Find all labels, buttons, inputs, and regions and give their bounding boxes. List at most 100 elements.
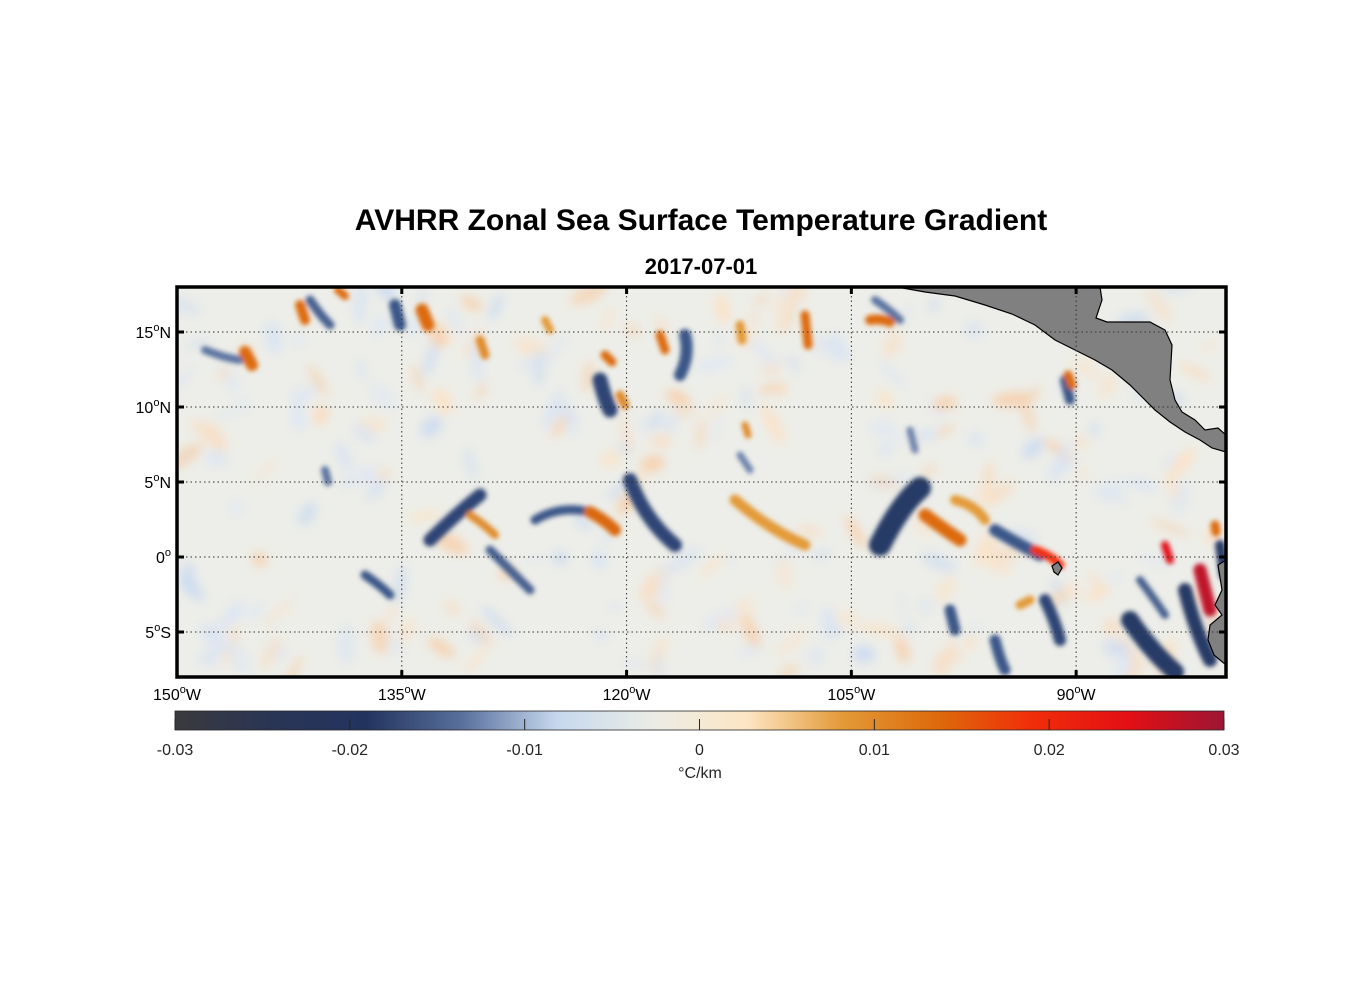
gradient-speckle — [573, 513, 592, 532]
negative-front — [736, 451, 754, 474]
positive-front — [600, 350, 617, 367]
gradient-speckle — [974, 531, 996, 565]
gradient-speckle — [741, 385, 752, 410]
gradient-speckle — [1150, 519, 1191, 537]
gradient-speckle — [208, 420, 228, 454]
gradient-speckle — [761, 404, 785, 445]
gradient-speckle — [900, 623, 917, 633]
gradient-speckle — [416, 289, 429, 302]
gradient-speckle — [932, 396, 958, 410]
gradient-speckle — [386, 603, 396, 623]
gradient-speckle — [551, 416, 567, 438]
gradient-speckle — [936, 424, 955, 438]
positive-front — [918, 508, 967, 547]
gradient-speckle — [664, 546, 702, 575]
gradient-speckle — [291, 384, 301, 419]
gradient-speckle — [1104, 619, 1121, 636]
gradient-speckle — [295, 380, 320, 409]
lon-tick-label: 150oW — [153, 684, 202, 704]
positive-front — [1063, 370, 1077, 390]
gradient-speckle — [865, 478, 884, 490]
gradient-speckle — [876, 391, 894, 408]
gradient-texture — [177, 287, 1226, 677]
colorbar-units: °C/km — [678, 765, 722, 782]
gradient-speckle — [620, 412, 632, 455]
gradient-speckle — [657, 565, 668, 606]
gradient-speckle — [462, 447, 478, 480]
colorbar-tick-label: 0 — [695, 742, 704, 759]
latitude-ticks: 15oN 10oN 5oN 0o 5oS — [136, 322, 1226, 642]
gradient-speckle — [694, 418, 706, 450]
gradient-speckle — [705, 395, 729, 418]
gradient-speckle — [777, 666, 801, 676]
gradient-speckle — [1198, 339, 1220, 351]
gradient-speckle — [594, 630, 608, 641]
gradient-speckle — [353, 287, 367, 325]
gradient-speckle — [620, 659, 651, 669]
gradient-speckle — [920, 464, 938, 477]
gradient-speckle — [1108, 571, 1122, 585]
negative-front — [944, 604, 961, 636]
negative-front — [321, 466, 332, 486]
gradient-speckle — [248, 601, 264, 620]
gradient-speckle — [407, 511, 441, 521]
gradient-speckle — [399, 618, 414, 644]
gradient-features — [201, 287, 1226, 677]
positive-front — [1193, 563, 1217, 617]
gradient-speckle — [662, 413, 677, 434]
gradient-speckle — [845, 515, 867, 549]
negative-front — [592, 372, 618, 418]
negative-front — [869, 477, 931, 556]
gradient-speckle — [748, 312, 762, 327]
negative-front — [1178, 583, 1217, 667]
gradient-speckle — [982, 556, 1013, 574]
gradient-speckle — [1125, 477, 1158, 491]
positive-front — [950, 495, 990, 525]
negative-front — [906, 426, 919, 454]
negative-front — [389, 299, 406, 331]
land-south-america — [1207, 559, 1226, 666]
longitude-ticks: 150oW 135oW 120oW 105oW 90oW — [153, 287, 1097, 704]
gradient-speckle — [795, 602, 808, 615]
positive-front — [1015, 595, 1035, 610]
colorbar-tick-label: -0.01 — [506, 742, 543, 759]
gradient-speckle — [763, 357, 784, 370]
gradient-speckle — [407, 311, 422, 338]
gradient-speckle — [463, 645, 488, 677]
gradient-speckle — [293, 333, 305, 349]
gradient-speckle — [808, 645, 824, 666]
gradient-speckle — [985, 481, 1015, 505]
gradient-speckle — [308, 364, 328, 396]
gradient-speckle — [199, 649, 220, 666]
gradient-speckle — [379, 468, 390, 481]
gradient-speckle — [225, 637, 251, 676]
map-subtitle: 2017-07-01 — [644, 254, 758, 279]
positive-front — [729, 494, 811, 551]
gradient-speckle — [991, 391, 1035, 407]
gradient-speckle — [883, 330, 902, 358]
gradient-speckle — [1099, 373, 1117, 399]
gradient-speckle — [591, 551, 607, 569]
gradient-speckle — [549, 333, 571, 355]
gradient-speckle — [420, 415, 443, 438]
gradient-speckle — [715, 330, 723, 350]
negative-front — [871, 296, 904, 324]
gradient-speckle — [665, 389, 691, 407]
gradient-speckle — [297, 502, 317, 526]
gradient-speckle — [1069, 359, 1102, 380]
gradient-speckle — [654, 316, 668, 334]
gradient-speckle — [668, 407, 700, 418]
gradient-speckle — [781, 287, 791, 301]
gradient-speckle — [1080, 466, 1087, 481]
gradient-speckle — [852, 645, 876, 664]
gradient-speckle — [928, 298, 940, 312]
gradient-speckle — [714, 293, 730, 324]
gradient-speckle — [200, 623, 228, 654]
gradient-speckle — [895, 636, 910, 664]
gradient-speckle — [358, 463, 382, 497]
positive-front — [1161, 541, 1174, 564]
gradient-speckle — [751, 292, 770, 308]
gradient-speckle — [624, 323, 642, 338]
gradient-speckle — [564, 399, 577, 439]
gradient-speckle — [260, 636, 282, 670]
